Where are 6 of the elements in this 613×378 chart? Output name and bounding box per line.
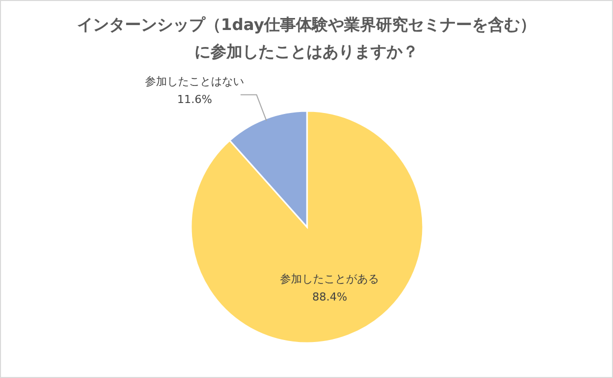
data-label: 88.4% [312,290,348,304]
chart-title: インターンシップ（1day仕事体験や業界研究セミナーを含む） [76,15,536,34]
chart-subtitle: に参加したことはありますか？ [194,42,418,61]
data-label: 11.6% [177,92,212,106]
slice-label: 参加したことはない [145,74,244,88]
slice-label: 参加したことがある [280,272,380,286]
